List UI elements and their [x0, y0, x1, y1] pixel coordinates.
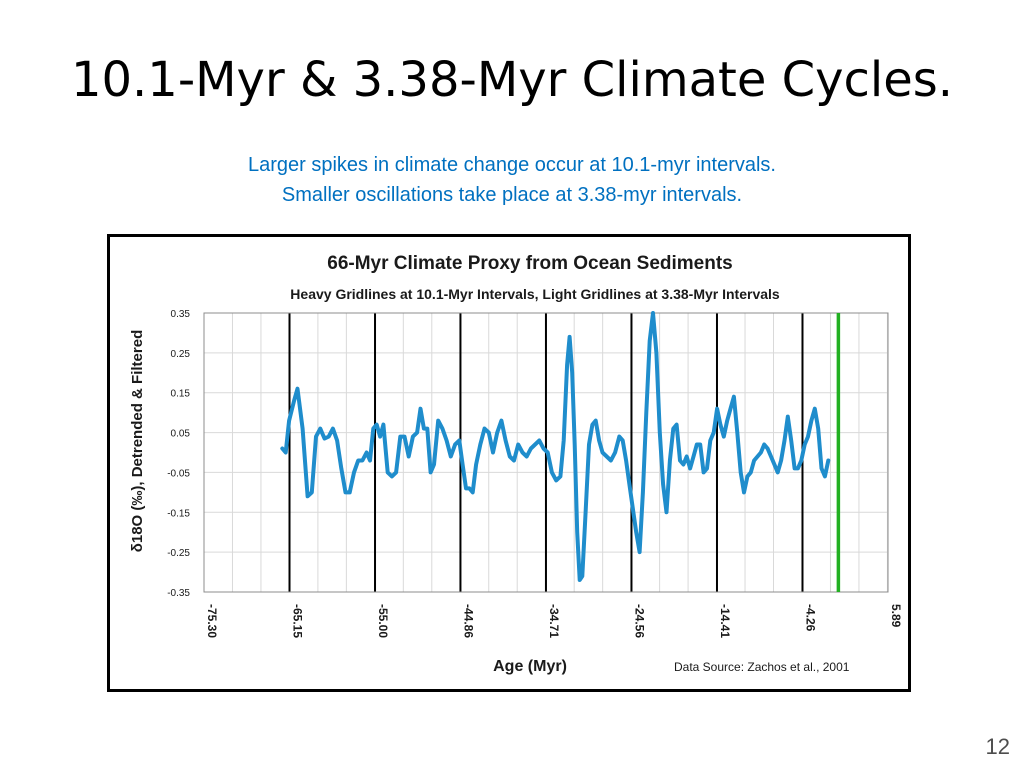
y-tick-label: -0.35 — [167, 588, 190, 599]
x-tick-label: -34.71 — [547, 604, 561, 638]
y-tick-label: -0.25 — [167, 548, 190, 559]
x-tick-label: -24.56 — [632, 604, 646, 638]
y-tick-label: 0.15 — [171, 389, 191, 400]
x-tick-label: 5.89 — [889, 604, 903, 628]
x-axis-label: Age (Myr) — [493, 658, 567, 675]
slide-subtitle-line-2: Smaller oscillations take place at 3.38-… — [281, 184, 743, 206]
series-line — [280, 311, 831, 582]
y-tick-label: 0.05 — [171, 429, 191, 440]
axes: 0.35 0.25 0.15 0.05 -0.05 -0.15 -0.25 -0.35 -75.… — [167, 309, 903, 638]
chart-frame: 66-Myr Climate Proxy from Ocean Sediment… — [107, 234, 911, 692]
x-tick-label: -44.86 — [461, 604, 475, 638]
y-tick-label: -0.05 — [167, 468, 190, 479]
y-axis-label: δ18O (‰), Detrended & Filtered — [129, 330, 146, 552]
chart-subtitle: Heavy Gridlines at 10.1-Myr Intervals, L… — [290, 286, 780, 302]
series-layer — [280, 311, 841, 592]
slide-title: 10.1-Myr & 3.38-Myr Climate Cycles. — [70, 52, 954, 108]
slide-number: 12 — [985, 734, 1010, 759]
y-tick-label: -0.15 — [167, 508, 190, 519]
chart-title: 66-Myr Climate Proxy from Ocean Sediment… — [327, 253, 732, 274]
x-tick-label: -55.00 — [376, 604, 390, 638]
x-tick-label: -14.41 — [718, 604, 732, 638]
plot-area-border — [203, 312, 889, 593]
source-note: Data Source: Zachos et al., 2001 — [674, 660, 850, 674]
x-tick-label: -75.30 — [205, 604, 219, 638]
climate-proxy-chart: 66-Myr Climate Proxy from Ocean Sediment… — [129, 253, 903, 675]
x-tick-label: -65.15 — [291, 604, 305, 638]
slide-subtitle-line-1: Larger spikes in climate change occur at… — [247, 154, 776, 176]
x-tick-label: -4.26 — [803, 604, 817, 632]
y-tick-label: 0.25 — [171, 349, 191, 360]
y-tick-label: 0.35 — [171, 309, 191, 320]
